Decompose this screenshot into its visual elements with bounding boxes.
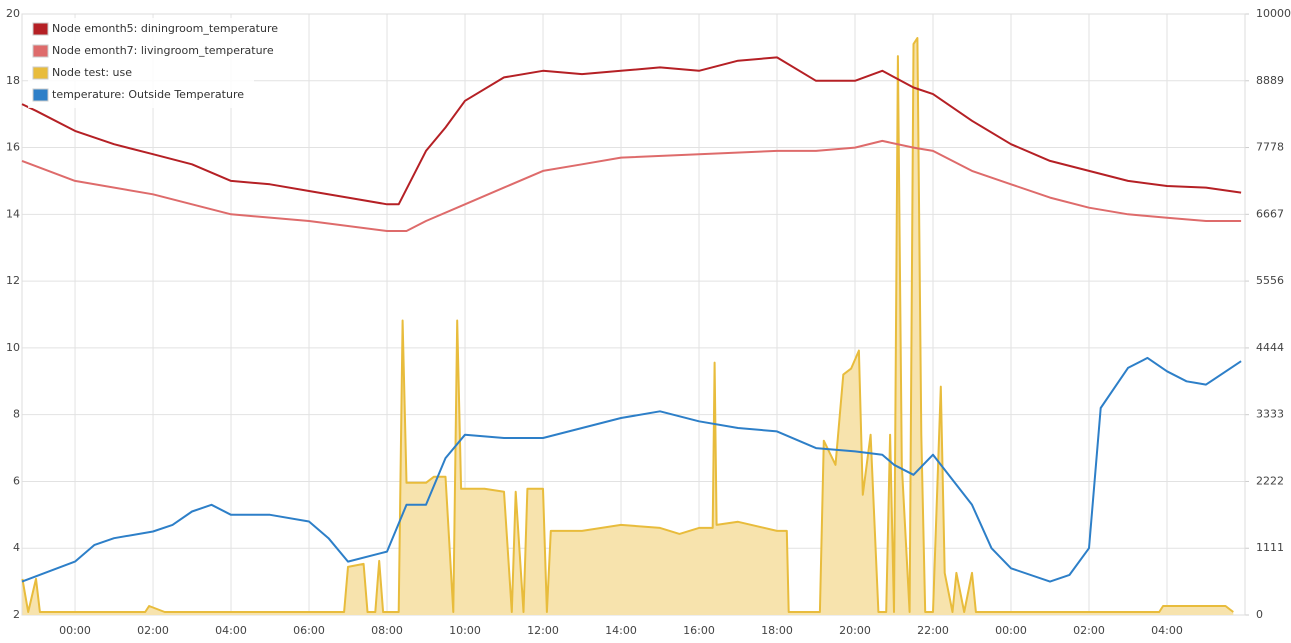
legend-swatch	[32, 22, 49, 36]
legend-label: Node emonth5: diningroom_temperature	[52, 22, 278, 35]
y2-tick-label: 5556	[1256, 274, 1284, 287]
y2-tick-label: 6667	[1256, 207, 1284, 220]
x-tick-label: 08:00	[371, 624, 403, 637]
y2-tick-label: 10000	[1256, 7, 1291, 20]
area	[22, 38, 1234, 615]
y-tick-label: 14	[6, 207, 20, 220]
x-tick-label: 20:00	[839, 624, 871, 637]
x-tick-label: 10:00	[449, 624, 481, 637]
series-line	[21, 37, 1234, 613]
legend-swatch	[32, 88, 49, 102]
x-tick-label: 18:00	[761, 624, 793, 637]
y2-tick-label: 0	[1256, 608, 1263, 621]
y2-tick-label: 2222	[1256, 474, 1284, 487]
x-tick-label: 12:00	[527, 624, 559, 637]
legend-swatch	[32, 66, 49, 80]
x-tick-label: 00:00	[995, 624, 1027, 637]
series-line	[21, 356, 1242, 583]
legend-swatch	[32, 44, 49, 58]
legend-label: Node test: use	[52, 66, 132, 79]
legend: Node emonth5: diningroom_temperature Node…	[28, 18, 278, 108]
x-tick-label: 14:00	[605, 624, 637, 637]
y-tick-label: 20	[6, 7, 20, 20]
y-tick-label: 8	[13, 408, 20, 421]
x-tick-label: 00:00	[59, 624, 91, 637]
x-tick-label: 16:00	[683, 624, 715, 637]
y2-tick-label: 3333	[1256, 408, 1284, 421]
x-tick-label: 02:00	[137, 624, 169, 637]
x-tick-label: 02:00	[1073, 624, 1105, 637]
x-tick-label: 22:00	[917, 624, 949, 637]
y-tick-label: 16	[6, 141, 20, 154]
legend-label: temperature: Outside Temperature	[52, 88, 244, 101]
series-line	[21, 139, 1242, 232]
series-line	[21, 56, 1242, 206]
x-tick-label: 04:00	[1151, 624, 1183, 637]
y-tick-label: 2	[13, 608, 20, 621]
legend-box	[28, 18, 254, 108]
y-tick-label: 4	[13, 541, 20, 554]
x-tick-label: 04:00	[215, 624, 247, 637]
y-tick-label: 6	[13, 474, 20, 487]
y2-tick-label: 7778	[1256, 141, 1284, 154]
y-tick-label: 12	[6, 274, 20, 287]
y-tick-label: 18	[6, 74, 20, 87]
y2-tick-label: 1111	[1256, 541, 1284, 554]
y-tick-label: 10	[6, 341, 20, 354]
legend-label: Node emonth7: livingroom_temperature	[52, 44, 274, 57]
y2-tick-label: 8889	[1256, 74, 1284, 87]
y2-tick-label: 4444	[1256, 341, 1284, 354]
x-tick-label: 06:00	[293, 624, 325, 637]
